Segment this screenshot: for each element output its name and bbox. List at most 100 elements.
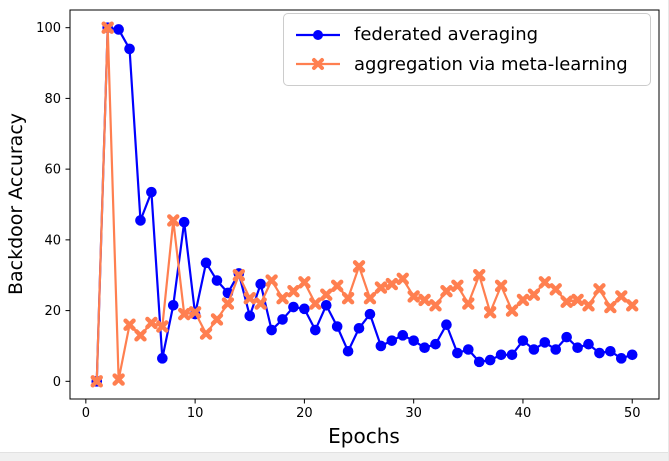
data-point-circle (605, 345, 616, 357)
data-point-circle (211, 275, 223, 286)
y-tick-label: 80 (44, 92, 61, 107)
data-point-x (134, 329, 147, 342)
y-tick-label: 20 (44, 304, 61, 319)
y-tick-label: 100 (36, 21, 61, 36)
data-point-x (232, 269, 246, 282)
data-point-circle (353, 322, 365, 334)
data-point-x (276, 292, 289, 305)
data-point-circle (561, 331, 572, 343)
data-point-x (462, 297, 475, 310)
data-point-x (298, 276, 311, 289)
data-point-circle (441, 319, 452, 331)
series-meta-learning (90, 21, 639, 388)
data-point-x (473, 269, 486, 282)
data-point-x (385, 277, 399, 291)
data-point-x (254, 297, 267, 310)
data-point-x (527, 288, 541, 301)
data-point-circle (397, 330, 409, 341)
data-point-x (374, 281, 388, 294)
blue-line-circle-marker-icon (296, 29, 340, 40)
legend-entry-federated-averaging: federated averaging (294, 24, 640, 45)
x-tick-label: 10 (187, 406, 204, 421)
x-axis-label: Epochs (328, 424, 400, 448)
x-tick-label: 50 (624, 406, 641, 421)
data-point-x (593, 283, 606, 296)
data-point-circle (572, 342, 583, 354)
data-point-x (265, 274, 278, 287)
data-point-x (363, 292, 377, 305)
data-point-circle (626, 349, 638, 361)
data-point-circle (178, 216, 190, 228)
data-point-x (451, 279, 464, 293)
data-point-x (210, 313, 224, 326)
data-point-circle (473, 356, 485, 368)
data-point-circle (320, 299, 332, 311)
data-point-x (396, 272, 409, 285)
series-federated-averaging (91, 22, 638, 387)
data-point-circle (288, 301, 299, 313)
data-point-circle (550, 344, 562, 355)
data-point-x (483, 306, 497, 319)
legend-entry-meta-learning: aggregation via meta-learning (294, 54, 640, 75)
data-point-x (560, 295, 573, 308)
data-point-x (341, 292, 355, 305)
data-point-x (167, 214, 180, 227)
data-point-circle (594, 347, 605, 359)
data-point-x (287, 284, 300, 298)
data-point-x (188, 306, 202, 319)
data-point-x (418, 293, 431, 307)
data-point-x (330, 279, 344, 293)
x-tick-label: 0 (82, 406, 90, 421)
data-point-x (494, 279, 508, 293)
data-point-x (352, 260, 366, 273)
data-point-circle (517, 335, 529, 346)
data-point-circle (506, 349, 518, 361)
data-point-x (615, 290, 628, 303)
data-point-x (549, 283, 562, 296)
data-point-x (199, 327, 213, 340)
data-point-x (516, 293, 530, 307)
data-point-circle (342, 345, 354, 357)
y-axis-label: Backdoor Accuracy (5, 112, 27, 296)
data-point-x (243, 292, 256, 305)
data-point-circle (277, 314, 288, 325)
data-point-x (429, 299, 442, 312)
data-point-circle (615, 353, 627, 364)
data-point-x (156, 320, 169, 333)
data-point-x (112, 373, 125, 386)
x-tick-label: 40 (515, 406, 532, 421)
data-point-x (571, 293, 584, 307)
data-point-x (538, 276, 552, 289)
data-point-circle (495, 349, 507, 361)
data-point-circle (331, 321, 343, 332)
data-point-circle (463, 344, 474, 355)
data-point-circle (484, 354, 496, 366)
data-point-x (604, 300, 617, 314)
y-tick-label: 0 (53, 375, 61, 390)
data-point-x (505, 304, 519, 317)
data-point-circle (266, 324, 277, 336)
data-point-circle (310, 324, 321, 336)
data-point-x (309, 297, 322, 310)
data-point-x (101, 21, 114, 34)
data-point-circle (200, 257, 212, 269)
data-point-circle (386, 335, 398, 346)
data-point-x (123, 318, 136, 331)
data-point-x (440, 284, 453, 298)
data-point-circle (124, 43, 135, 55)
legend: federated averaging aggregation via meta… (283, 13, 651, 86)
y-tick-label: 40 (44, 233, 61, 248)
y-tick-label: 60 (44, 163, 61, 178)
data-point-x (582, 299, 595, 312)
data-point-circle (539, 337, 551, 348)
data-point-x (407, 290, 420, 303)
orange-line-x-marker-icon (296, 58, 340, 71)
data-point-circle (299, 303, 310, 315)
data-point-circle (375, 340, 387, 352)
data-point-circle (452, 347, 463, 359)
x-tick-label: 30 (405, 406, 422, 421)
data-point-circle (364, 308, 376, 320)
data-point-x (145, 316, 158, 330)
